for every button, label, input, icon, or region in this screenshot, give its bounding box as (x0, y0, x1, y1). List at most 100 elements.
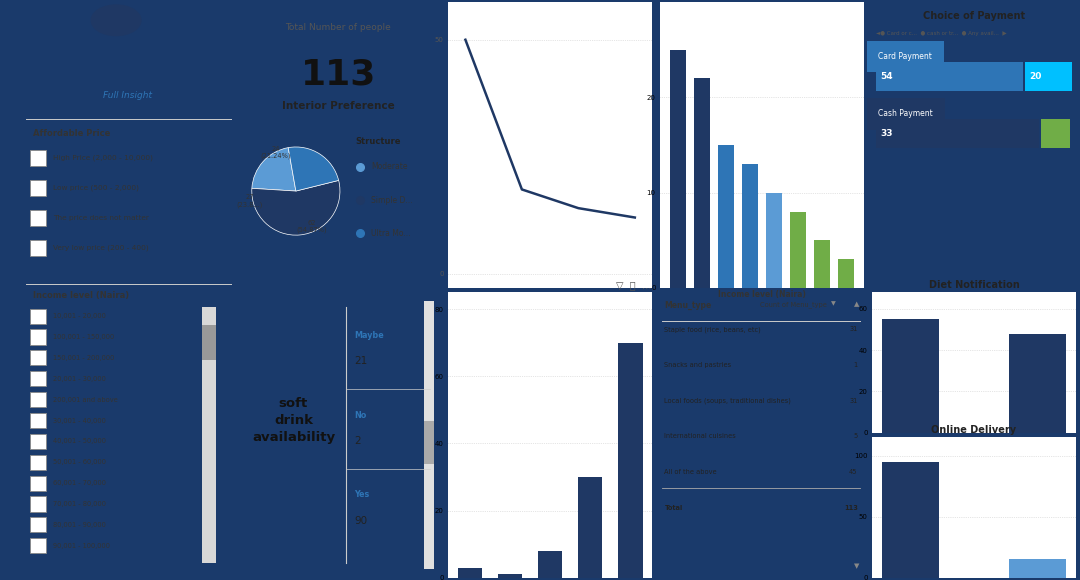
Text: 5: 5 (853, 433, 858, 440)
Text: 150,001 - 200,000: 150,001 - 200,000 (53, 355, 114, 361)
Text: High Price (2,000 - 10,000): High Price (2,000 - 10,000) (53, 154, 153, 161)
Text: 31: 31 (849, 327, 858, 332)
Ellipse shape (91, 5, 141, 37)
Text: 27
(23.8...): 27 (23.8...) (237, 194, 262, 208)
Text: The price does not matter: The price does not matter (53, 215, 149, 221)
Bar (693, 78, 711, 288)
FancyBboxPatch shape (877, 62, 1023, 91)
Text: 24
(21.24%): 24 (21.24%) (260, 146, 292, 160)
Text: Card Payment: Card Payment (878, 52, 932, 61)
FancyBboxPatch shape (30, 350, 46, 365)
FancyBboxPatch shape (877, 119, 1039, 148)
Text: 113: 113 (300, 57, 376, 92)
Bar (742, 164, 758, 288)
FancyBboxPatch shape (30, 309, 46, 324)
Text: Low price (500 - 2,000): Low price (500 - 2,000) (53, 184, 139, 191)
FancyBboxPatch shape (30, 210, 46, 226)
FancyBboxPatch shape (1025, 62, 1071, 91)
FancyBboxPatch shape (30, 476, 46, 491)
Text: 100,001 - 150,000: 100,001 - 150,000 (53, 334, 114, 340)
Text: Simple D...: Simple D... (372, 195, 413, 205)
Text: 113: 113 (843, 505, 858, 511)
Text: Local foods (soups, traditional dishes): Local foods (soups, traditional dishes) (664, 397, 792, 404)
Bar (498, 574, 522, 578)
Text: Staple food (rice, beans, etc): Staple food (rice, beans, etc) (664, 326, 761, 333)
Bar (838, 259, 854, 288)
Text: 200,001 and above: 200,001 and above (53, 397, 118, 403)
Text: ▲: ▲ (854, 301, 860, 307)
FancyBboxPatch shape (0, 0, 24, 580)
Text: ▽  ⧉  …: ▽ ⧉ … (617, 280, 652, 290)
Text: Snacks and pastries: Snacks and pastries (664, 362, 731, 368)
Text: Menu_type: Menu_type (664, 301, 712, 310)
FancyBboxPatch shape (30, 455, 46, 470)
Bar (881, 462, 939, 578)
Bar (789, 212, 807, 288)
Title: Diet Notification: Diet Notification (929, 280, 1020, 290)
Text: 31: 31 (849, 398, 858, 404)
Text: Total: Total (664, 505, 683, 511)
FancyBboxPatch shape (30, 150, 46, 166)
Text: Income level (Naira): Income level (Naira) (32, 291, 129, 300)
Text: 2: 2 (354, 436, 361, 445)
Text: Interior Preference: Interior Preference (282, 101, 394, 111)
FancyBboxPatch shape (30, 538, 46, 553)
Text: 20,001 - 30,000: 20,001 - 30,000 (53, 376, 106, 382)
Text: 10,001 - 20,000: 10,001 - 20,000 (53, 313, 106, 319)
FancyBboxPatch shape (202, 325, 216, 360)
Text: Ultra Mo...: Ultra Mo... (372, 229, 411, 238)
X-axis label: Income level (Naira): Income level (Naira) (718, 291, 806, 299)
Text: International cuisines: International cuisines (664, 433, 737, 440)
Text: 90,001 - 100,000: 90,001 - 100,000 (53, 543, 110, 549)
FancyBboxPatch shape (30, 180, 46, 196)
Wedge shape (288, 147, 339, 191)
FancyBboxPatch shape (30, 413, 46, 428)
Text: Structure: Structure (355, 137, 401, 146)
Text: 40,001 - 50,000: 40,001 - 50,000 (53, 438, 107, 444)
Text: 62
(54.87%): 62 (54.87%) (296, 220, 326, 233)
Text: All of the above: All of the above (664, 469, 717, 475)
Text: ◄● Card or c...  ● cash or tr...  ● Any avail...  ▶: ◄● Card or c... ● cash or tr... ● Any av… (877, 31, 1007, 36)
FancyBboxPatch shape (30, 496, 46, 512)
Text: Cash Payment: Cash Payment (878, 109, 933, 118)
Text: 54: 54 (880, 72, 893, 81)
FancyBboxPatch shape (1041, 119, 1069, 148)
Text: 30,001 - 40,000: 30,001 - 40,000 (53, 418, 106, 423)
Bar (813, 240, 831, 288)
Bar (718, 145, 734, 288)
FancyBboxPatch shape (423, 420, 434, 463)
Bar (458, 568, 482, 578)
FancyBboxPatch shape (202, 307, 216, 563)
Title: Online Delivery: Online Delivery (931, 425, 1016, 435)
Text: Bank Tr...: Bank Tr... (1029, 53, 1061, 60)
Bar (766, 193, 783, 288)
Text: Total Number of people: Total Number of people (285, 23, 391, 31)
Text: 1: 1 (853, 362, 858, 368)
Text: ▼: ▼ (854, 563, 860, 569)
Text: 60,001 - 70,000: 60,001 - 70,000 (53, 480, 107, 486)
Bar (619, 343, 643, 578)
Bar (1009, 559, 1066, 578)
Bar (670, 50, 687, 288)
Wedge shape (252, 148, 296, 191)
Text: Count of Menu_type: Count of Menu_type (760, 301, 827, 307)
Bar (881, 319, 939, 433)
Text: 20: 20 (1029, 72, 1041, 81)
FancyBboxPatch shape (30, 329, 46, 345)
Text: Very low price (200 - 400): Very low price (200 - 400) (53, 245, 149, 252)
Text: Full Insight: Full Insight (104, 91, 152, 100)
Bar (578, 477, 603, 578)
Text: NDIDIA RESTAURANT
DASHBOARD: NDIDIA RESTAURANT DASHBOARD (63, 50, 193, 72)
Text: 80,001 - 90,000: 80,001 - 90,000 (53, 522, 106, 528)
FancyBboxPatch shape (30, 434, 46, 449)
Wedge shape (252, 180, 340, 235)
Text: ▼: ▼ (832, 301, 836, 306)
FancyBboxPatch shape (30, 371, 46, 386)
Text: No: No (354, 411, 367, 419)
Text: Affordable Price: Affordable Price (32, 129, 110, 138)
Text: Choice of Payment: Choice of Payment (923, 11, 1025, 21)
Text: Maybe: Maybe (354, 331, 384, 340)
Text: 70,001 - 80,000: 70,001 - 80,000 (53, 501, 107, 507)
FancyBboxPatch shape (423, 301, 434, 569)
FancyBboxPatch shape (30, 392, 46, 407)
